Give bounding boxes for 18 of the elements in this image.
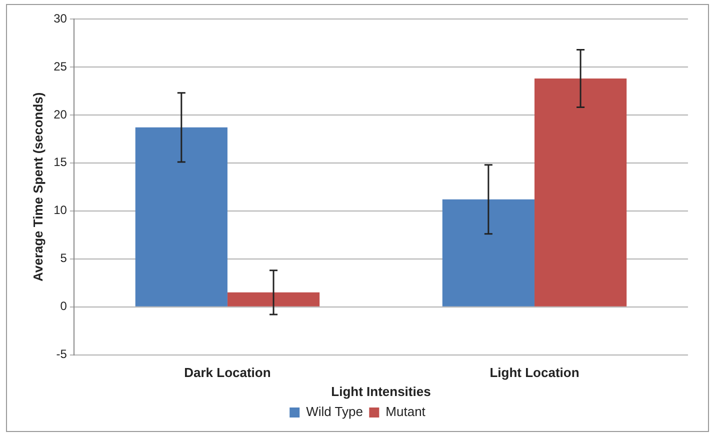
legend-label: Mutant xyxy=(386,404,426,420)
bar xyxy=(442,199,534,306)
y-tick-label: 15 xyxy=(54,155,68,170)
y-tick-label: 25 xyxy=(54,59,68,74)
x-tick-label: Dark Location xyxy=(184,365,271,380)
y-tick-label: 0 xyxy=(60,299,68,314)
bar xyxy=(227,292,320,306)
y-tick-label: 5 xyxy=(60,251,68,266)
legend-label: Wild Type xyxy=(306,404,363,420)
bar xyxy=(534,78,627,306)
x-axis-title: Light Intensities xyxy=(331,384,431,399)
y-tick-label: 20 xyxy=(54,107,68,122)
x-tick-label: Light Location xyxy=(490,365,580,380)
bar xyxy=(135,127,228,306)
y-tick-label: -5 xyxy=(56,347,68,362)
y-tick-label: 30 xyxy=(54,11,68,26)
y-axis-title: Average Time Spent (seconds) xyxy=(30,92,46,282)
y-tick-label: 10 xyxy=(54,203,68,218)
